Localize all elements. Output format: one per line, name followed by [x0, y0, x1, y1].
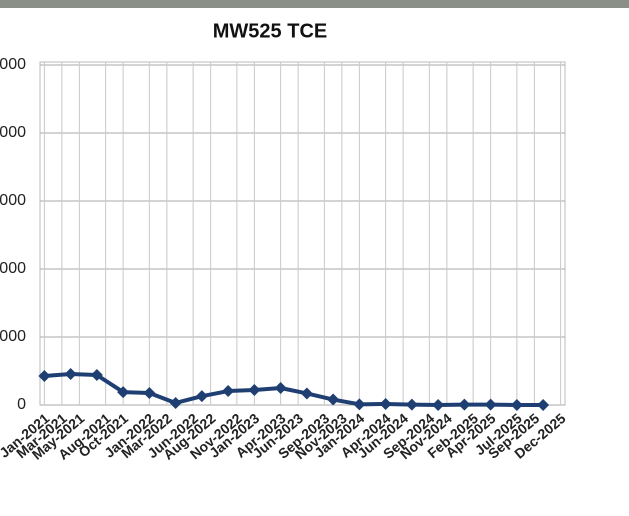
series-line [44, 374, 543, 405]
chart: MW525 TCE 010002000300040005000Jan-2021M… [0, 0, 629, 516]
data-point [222, 385, 234, 397]
data-point [143, 387, 155, 399]
data-point [170, 397, 182, 409]
plot-area [40, 62, 565, 405]
y-tick-label: 4000 [0, 124, 26, 141]
y-tick-label: 1000 [0, 328, 26, 345]
y-tick-label: 0 [17, 396, 26, 413]
data-point [275, 382, 287, 394]
y-tick-label: 5000 [0, 56, 26, 73]
data-point [248, 384, 260, 396]
y-tick-label: 3000 [0, 192, 26, 209]
data-point [380, 398, 392, 410]
data-point [537, 399, 549, 411]
chart-title: MW525 TCE [213, 20, 327, 42]
data-point [485, 399, 497, 411]
data-point [65, 368, 77, 380]
data-point [406, 399, 418, 411]
data-point [196, 390, 208, 402]
data-point [511, 399, 523, 411]
data-point [353, 398, 365, 410]
data-point [458, 399, 470, 411]
data-point [301, 387, 313, 399]
top-strip [0, 0, 629, 8]
data-point [432, 399, 444, 411]
y-tick-label: 2000 [0, 260, 26, 277]
data-point [327, 394, 339, 406]
